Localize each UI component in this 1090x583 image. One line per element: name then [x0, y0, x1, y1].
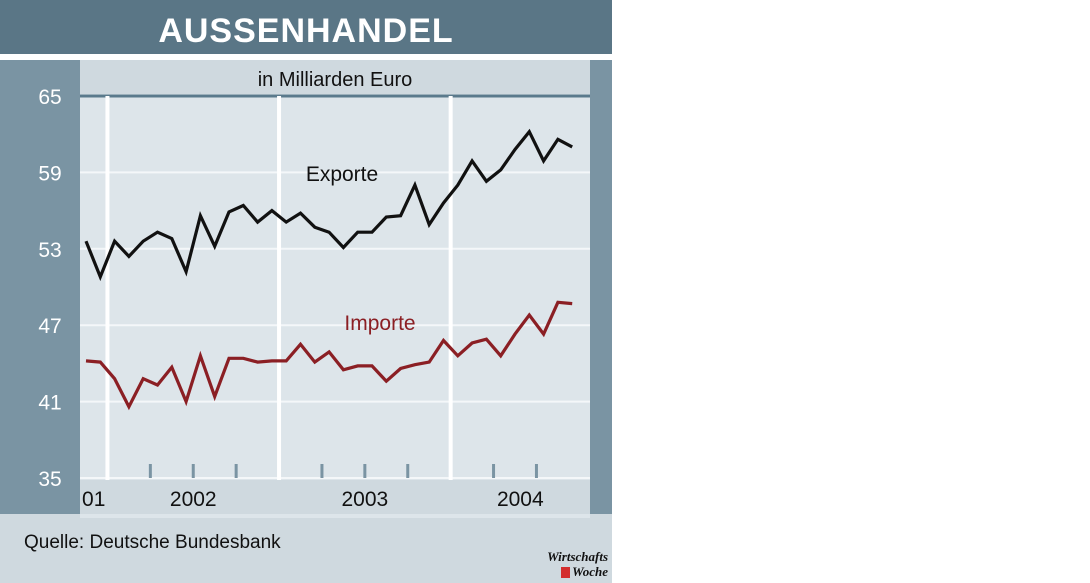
x-group-label: 2002	[170, 488, 217, 511]
logo-line2: Woche	[572, 564, 608, 579]
y-tick-label: 41	[38, 392, 61, 415]
subtitle-band	[80, 60, 590, 94]
x-group-label: 2003	[341, 488, 388, 511]
y-tick-label: 47	[38, 315, 61, 338]
divider-strip	[0, 54, 612, 60]
x-group-label: 2004	[497, 488, 544, 511]
x-axis: 01 2002 2003 2004	[80, 464, 590, 514]
y-tick-label: 35	[38, 468, 61, 491]
chart-graphic: AUSSENHANDEL 01 2002 2003 2004 in Milliarde…	[0, 0, 612, 583]
source-note: Quelle: Deutsche Bundesbank	[24, 532, 281, 553]
y-tick-label: 65	[38, 86, 61, 109]
chart-subtitle: in Milliarden Euro	[258, 69, 413, 91]
logo-square-icon	[561, 566, 571, 578]
wirtschaftswoche-logo: Wirtschafts Woche	[546, 550, 608, 582]
title-bar: AUSSENHANDEL	[0, 0, 612, 54]
series-line-importe	[85, 300, 573, 411]
series-line-exporte	[84, 128, 573, 282]
line-chart: 01 2002 2003 2004 in Milliarden Euro 65 59 53 4…	[38, 60, 590, 514]
chart-title: AUSSENHANDEL	[158, 12, 454, 50]
gridlines	[80, 60, 590, 479]
y-axis-panel	[0, 60, 80, 514]
right-panel	[590, 60, 612, 514]
series-label-importe: Importe	[344, 312, 415, 335]
y-tick-label: 59	[38, 162, 61, 185]
x-group-label: 01	[82, 488, 105, 511]
text-labels: in Milliarden Euro 65 59 53 47 41 35 Exporte Imp…	[38, 69, 415, 491]
series-layer	[84, 128, 573, 411]
plot-area	[80, 60, 590, 518]
year-separators	[105, 96, 453, 514]
y-tick-label: 53	[38, 239, 61, 262]
x-axis-band	[80, 480, 590, 514]
logo-line1: Wirtschafts	[547, 549, 608, 564]
series-label-exporte: Exporte	[306, 163, 378, 186]
